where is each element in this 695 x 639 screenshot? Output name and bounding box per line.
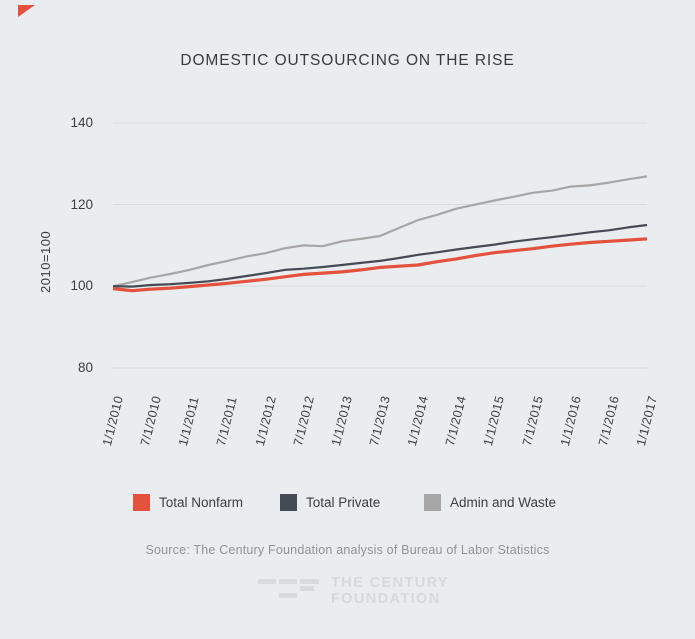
logo-text-line2: FOUNDATION — [331, 590, 441, 607]
century-foundation-logo: THE CENTURY FOUNDATION — [258, 575, 449, 607]
century-foundation-mark-icon — [258, 579, 320, 601]
red-corner-accent-icon — [18, 5, 35, 17]
y-tick-label-80: 80 — [77, 359, 93, 375]
series-line-total-nonfarm — [113, 237, 647, 293]
x-tick-label-1-1-2016: 1/1/2016 — [557, 394, 584, 448]
x-tick-label-1-1-2011: 1/1/2011 — [176, 395, 202, 448]
x-tick-label-1-1-2015: 1/1/2015 — [481, 394, 508, 448]
legend-swatch — [424, 494, 441, 511]
series-line-total-private — [113, 223, 647, 288]
x-tick-label-7-1-2013: 7/1/2013 — [367, 394, 393, 448]
plot-area — [113, 122, 647, 369]
x-tick-label-1-1-2017: 1/1/2017 — [634, 394, 660, 448]
legend-label: Admin and Waste — [450, 495, 557, 510]
x-tick-label-1-1-2010: 1/1/2010 — [100, 394, 126, 448]
y-tick-label-140: 140 — [70, 115, 93, 130]
x-tick-label-1-1-2013: 1/1/2013 — [328, 394, 355, 448]
x-tick-label-7-1-2011: 7/1/2011 — [214, 395, 241, 448]
logo-text-line1: THE CENTURY — [331, 575, 449, 591]
legend-item-total-nonfarm: Total Nonfarm — [133, 494, 243, 511]
x-tick-label-7-1-2015: 7/1/2015 — [519, 394, 546, 448]
legend-item-admin-and-waste: Admin and Waste — [424, 494, 556, 511]
x-tick-label-1-1-2014: 1/1/2014 — [405, 394, 432, 448]
legend-label: Total Nonfarm — [159, 495, 244, 510]
x-tick-label-1-1-2012: 1/1/2012 — [252, 394, 279, 448]
x-tick-label-7-1-2014: 7/1/2014 — [443, 394, 470, 448]
x-tick-label-7-1-2010: 7/1/2010 — [138, 394, 165, 448]
series-line-admin-and-waste — [113, 175, 647, 288]
legend-label: Total Private — [306, 495, 381, 510]
legend: Total Nonfarm Total Private Admin and Wast… — [0, 494, 695, 512]
legend-item-total-private: Total Private — [280, 494, 380, 511]
y-tick-label-120: 120 — [70, 196, 93, 212]
legend-swatch — [133, 494, 150, 511]
x-tick-label-7-1-2012: 7/1/2012 — [290, 394, 317, 448]
y-tick-label-100: 100 — [70, 278, 93, 294]
chart-title: DOMESTIC OUTSOURCING ON THE RISE — [180, 52, 515, 69]
source-note: Source: The Century Foundation analysis … — [145, 543, 550, 557]
logo-text: THE CENTURY FOUNDATION — [331, 575, 449, 607]
legend-swatch — [280, 494, 297, 511]
x-tick-label-7-1-2016: 7/1/2016 — [595, 394, 622, 448]
